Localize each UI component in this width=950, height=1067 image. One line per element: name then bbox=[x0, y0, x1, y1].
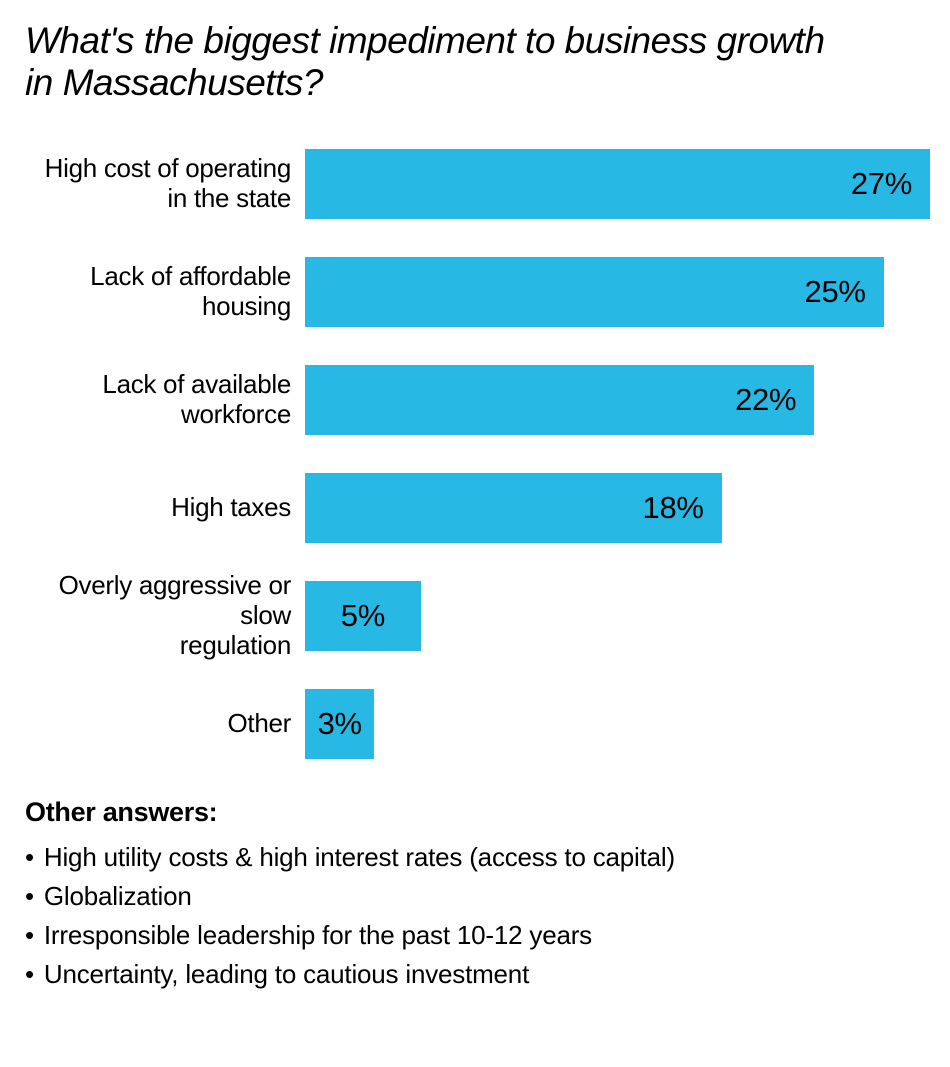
bar: 22% bbox=[305, 365, 814, 435]
bar-value: 3% bbox=[318, 706, 362, 742]
title-line-1: What's the biggest impediment to busines… bbox=[25, 20, 930, 62]
bar: 27% bbox=[305, 149, 930, 219]
bar-chart: High cost of operating in the state 27% … bbox=[25, 149, 930, 759]
other-answers-heading: Other answers: bbox=[25, 797, 930, 828]
other-answers-list: High utility costs & high interest rates… bbox=[25, 842, 930, 990]
list-item: Globalization bbox=[25, 881, 930, 912]
bar-track: 27% bbox=[305, 149, 930, 219]
bar-row: Lack of affordable housing 25% bbox=[25, 257, 930, 327]
list-item: Irresponsible leadership for the past 10… bbox=[25, 920, 930, 951]
bar-value: 5% bbox=[341, 598, 385, 634]
bar-row: High cost of operating in the state 27% bbox=[25, 149, 930, 219]
bar-track: 18% bbox=[305, 473, 930, 543]
bar: 5% bbox=[305, 581, 421, 651]
bar-label: Overly aggressive or slow regulation bbox=[25, 571, 305, 661]
bar: 3% bbox=[305, 689, 374, 759]
bar-value: 25% bbox=[805, 274, 866, 310]
bar-row: High taxes 18% bbox=[25, 473, 930, 543]
bar-track: 25% bbox=[305, 257, 930, 327]
bar-value: 27% bbox=[851, 166, 912, 202]
list-item: High utility costs & high interest rates… bbox=[25, 842, 930, 873]
title-line-2: in Massachusetts? bbox=[25, 62, 930, 104]
chart-title: What's the biggest impediment to busines… bbox=[25, 20, 930, 104]
bar-label: Other bbox=[25, 709, 305, 739]
bar: 18% bbox=[305, 473, 722, 543]
list-item: Uncertainty, leading to cautious investm… bbox=[25, 959, 930, 990]
bar-row: Other 3% bbox=[25, 689, 930, 759]
bar-label: High taxes bbox=[25, 493, 305, 523]
bar-label: Lack of affordable housing bbox=[25, 262, 305, 322]
bar-track: 5% bbox=[305, 581, 930, 651]
bar-value: 22% bbox=[735, 382, 796, 418]
bar-track: 22% bbox=[305, 365, 930, 435]
bar: 25% bbox=[305, 257, 884, 327]
bar-value: 18% bbox=[643, 490, 704, 526]
bar-row: Lack of available workforce 22% bbox=[25, 365, 930, 435]
bar-label: Lack of available workforce bbox=[25, 370, 305, 430]
bar-row: Overly aggressive or slow regulation 5% bbox=[25, 581, 930, 651]
bar-track: 3% bbox=[305, 689, 930, 759]
bar-label: High cost of operating in the state bbox=[25, 154, 305, 214]
